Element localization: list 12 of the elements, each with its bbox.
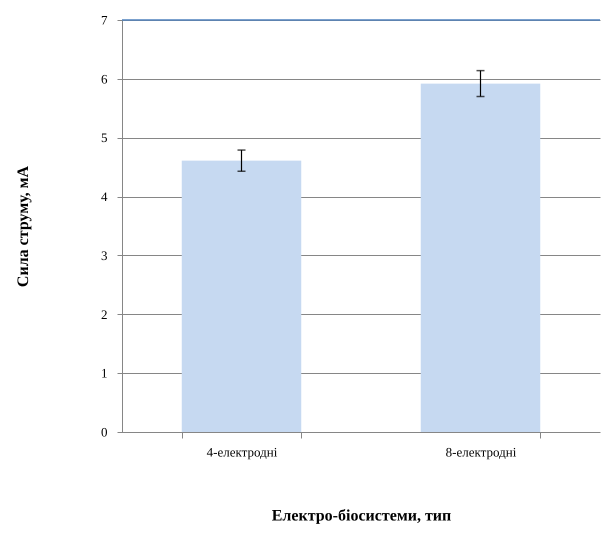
y-tick-label: 4: [101, 189, 108, 204]
y-tick-label: 6: [101, 71, 108, 86]
x-tick-label: 4-електродні: [206, 444, 278, 460]
y-tick-label: 0: [101, 424, 108, 440]
y-axis-title: Сила струму, мА: [15, 165, 32, 288]
y-tick-label: 3: [101, 248, 108, 263]
y-tick-label: 1: [101, 366, 108, 381]
y-tick-label: 5: [101, 130, 108, 146]
x-axis-title: Електро-біосистеми, тип: [272, 508, 452, 524]
y-tick-label: 7: [101, 12, 108, 28]
x-tick-label: 8-електродні: [446, 444, 517, 460]
y-tick-label: 2: [101, 306, 108, 322]
